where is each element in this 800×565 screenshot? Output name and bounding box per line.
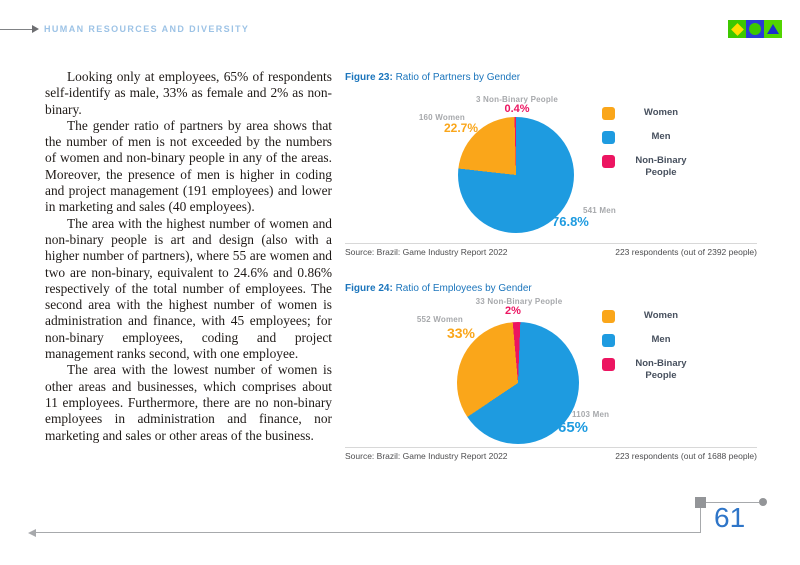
women-swatch-icon xyxy=(602,107,615,120)
figure-24-caption: Ratio of Employees by Gender xyxy=(395,283,532,294)
paragraph-2: The gender ratio of partners by area sho… xyxy=(45,117,332,215)
figure-23-number: Figure 23: xyxy=(345,72,393,83)
figure-23-caption: Ratio of Partners by Gender xyxy=(395,72,521,83)
legend-item-nonbinary: Non-Binary People xyxy=(602,155,702,178)
page-number: 61 xyxy=(714,502,746,533)
legend-item-nonbinary: Non-Binary People xyxy=(602,358,702,381)
label-women-pct: 33% xyxy=(446,325,475,341)
logo-square-3 xyxy=(764,20,782,38)
label-women-count: 160 Women xyxy=(418,113,465,122)
figure-23-source-row: Source: Brazil: Game Industry Report 202… xyxy=(345,247,757,257)
label-women-pct: 22.7% xyxy=(443,121,478,135)
article-text: Looking only at employees, 65% of respon… xyxy=(45,69,332,444)
figure-24-source-row: Source: Brazil: Game Industry Report 202… xyxy=(345,451,757,461)
circle-icon xyxy=(749,23,761,35)
men-swatch-icon xyxy=(602,334,615,347)
logo-square-2 xyxy=(746,20,764,38)
legend-item-men: Men xyxy=(602,131,702,144)
legend-item-men: Men xyxy=(602,334,702,347)
section-header: HUMAN RESOURCES AND DIVERSITY xyxy=(44,24,250,34)
label-men-pct: 76.8% xyxy=(552,214,589,229)
pie-chart-partners-by-gender xyxy=(458,117,574,233)
footer-line xyxy=(36,532,700,533)
women-swatch-icon xyxy=(602,310,615,323)
figure-24-legend: Women Men Non-Binary People xyxy=(602,310,702,392)
legend-item-women: Women xyxy=(602,310,702,323)
figure-23-legend: Women Men Non-Binary People xyxy=(602,107,702,189)
triangle-icon xyxy=(767,24,779,34)
diamond-icon xyxy=(730,22,744,36)
footer-short-line xyxy=(706,502,759,503)
label-nonbinary-count: 3 Non-Binary People xyxy=(475,95,559,104)
brand-logo xyxy=(728,20,782,38)
label-men-count: 1103 Men xyxy=(572,410,610,419)
figure-24-respondents: 223 respondents (out of 1688 people) xyxy=(615,451,757,461)
label-men-count: 541 Men xyxy=(583,206,616,215)
footer-square-marker xyxy=(695,497,706,508)
paragraph-3: The area with the highest number of wome… xyxy=(45,215,332,362)
paragraph-1: Looking only at employees, 65% of respon… xyxy=(45,69,332,117)
nonbinary-swatch-icon xyxy=(602,358,615,371)
footer-arrow-icon xyxy=(28,529,36,537)
figure-23-source: Source: Brazil: Game Industry Report 202… xyxy=(345,247,508,257)
label-women-count: 552 Women xyxy=(416,315,463,324)
logo-square-1 xyxy=(728,20,746,38)
footer-vertical-line xyxy=(700,503,701,533)
figure-24-source: Source: Brazil: Game Industry Report 202… xyxy=(345,451,508,461)
pie-chart-employees-by-gender xyxy=(457,322,579,444)
nonbinary-swatch-icon xyxy=(602,155,615,168)
label-nonbinary-count: 33 Non-Binary People xyxy=(475,297,563,306)
paragraph-4: The area with the lowest number of women… xyxy=(45,362,332,443)
label-nonbinary-pct: 2% xyxy=(505,305,521,317)
figure-23-respondents: 223 respondents (out of 2392 people) xyxy=(615,247,757,257)
figure-23-rule xyxy=(345,243,757,244)
figure-24-rule xyxy=(345,447,757,448)
label-men-pct: 65% xyxy=(558,419,589,436)
figure-24-title: Figure 24: Ratio of Employees by Gender xyxy=(345,283,532,294)
header-arrow-line xyxy=(0,29,32,30)
label-nonbinary-pct: 0.4% xyxy=(504,103,530,115)
figure-23-title: Figure 23: Ratio of Partners by Gender xyxy=(345,72,520,83)
footer-circle-marker xyxy=(759,498,767,506)
figure-24-number: Figure 24: xyxy=(345,283,393,294)
men-swatch-icon xyxy=(602,131,615,144)
header-arrow-icon xyxy=(32,25,39,33)
legend-item-women: Women xyxy=(602,107,702,120)
